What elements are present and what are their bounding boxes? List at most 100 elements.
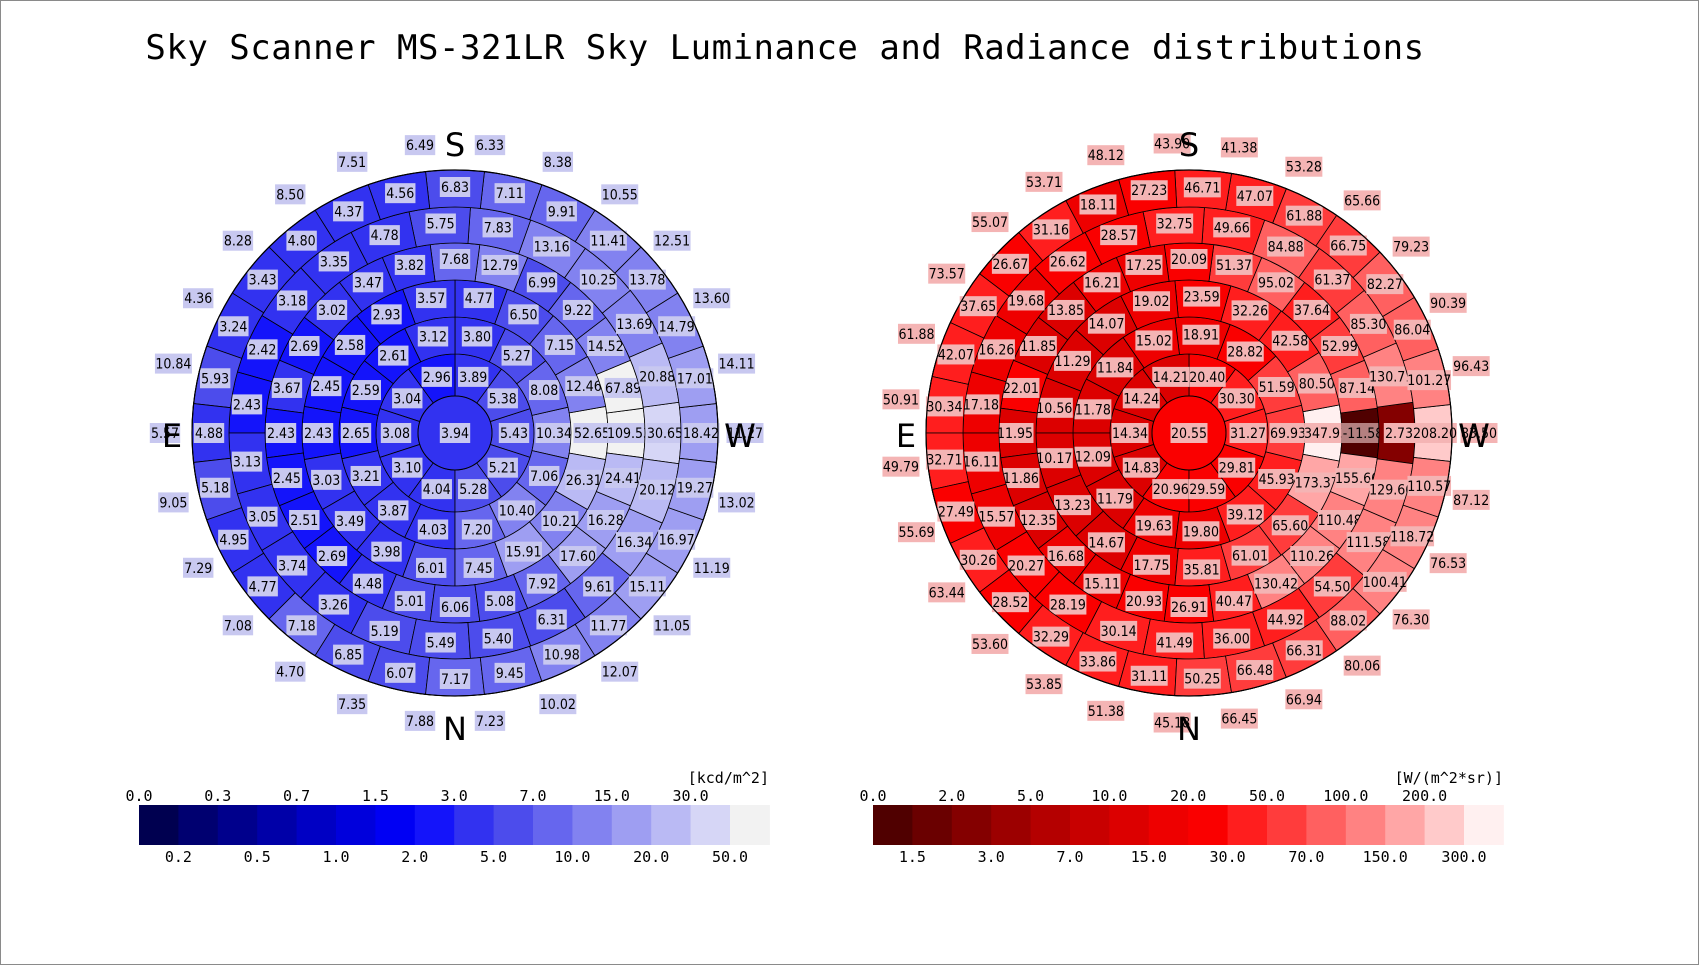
value-label-box xyxy=(1007,555,1045,576)
value-label-box xyxy=(378,345,409,366)
value-label: 11.19 xyxy=(694,561,730,577)
value-label: 2.43 xyxy=(233,397,261,413)
value-label-box xyxy=(463,288,494,309)
value-label: 155.66 xyxy=(1335,471,1379,487)
value-label: 14.52 xyxy=(588,339,624,355)
colorbar-segment xyxy=(1345,805,1386,845)
value-label: 19.02 xyxy=(1133,294,1169,310)
value-label-box xyxy=(498,423,530,443)
value-label-box xyxy=(996,423,1034,443)
colorbar-tick-lower: 1.5 xyxy=(899,848,926,866)
value-label-box xyxy=(425,632,456,653)
value-label: 110.26 xyxy=(1290,549,1334,565)
value-label: 3.49 xyxy=(336,514,364,530)
value-label: 3.80 xyxy=(463,329,491,345)
value-label-box xyxy=(316,546,348,567)
value-label: 11.77 xyxy=(590,618,626,634)
value-label-box xyxy=(1285,640,1323,661)
value-label-box xyxy=(1125,591,1163,612)
value-label: 63.44 xyxy=(929,585,965,601)
value-label: 79.23 xyxy=(1393,240,1429,256)
colorbar-tick-lower: 5.0 xyxy=(480,848,507,866)
value-label-box xyxy=(474,710,506,731)
value-label: 2.61 xyxy=(379,349,407,365)
value-label-box xyxy=(882,389,920,410)
value-label-box xyxy=(416,557,447,578)
value-label: 12.07 xyxy=(602,665,638,681)
value-label-box xyxy=(1231,545,1269,566)
value-label-box xyxy=(458,366,489,387)
value-label: 109.53 xyxy=(607,426,651,442)
colorbar-tick-upper: 2.0 xyxy=(938,787,965,805)
value-label-box xyxy=(218,529,249,550)
value-label: 9.05 xyxy=(159,495,187,511)
colorbar-segment xyxy=(1306,805,1347,845)
value-label-box xyxy=(962,451,1000,472)
value-label-box xyxy=(1218,388,1256,409)
colorbar-tick-upper: 0.0 xyxy=(859,787,886,805)
colorbar-segment xyxy=(951,805,992,845)
value-label: 87.12 xyxy=(1453,493,1489,509)
value-label: 7.17 xyxy=(441,672,469,688)
value-label: 3.08 xyxy=(382,426,410,442)
value-label-box xyxy=(392,457,423,478)
value-label-box xyxy=(928,582,966,603)
value-label-box xyxy=(1220,708,1258,729)
value-label: 110.57 xyxy=(1407,479,1451,495)
value-label: 30.34 xyxy=(926,399,962,415)
value-label: 10.34 xyxy=(536,426,572,442)
value-label-box xyxy=(1170,249,1208,269)
value-label: 5.57 xyxy=(151,426,179,442)
value-label: 10.56 xyxy=(1036,401,1072,417)
value-label: 5.08 xyxy=(486,594,514,610)
value-label: 30.30 xyxy=(1219,391,1255,407)
value-label: 4.03 xyxy=(419,523,447,539)
value-label: 4.77 xyxy=(249,579,277,595)
value-label-box xyxy=(482,628,513,649)
zenith-label-box xyxy=(439,423,471,443)
value-label-box xyxy=(977,506,1015,527)
value-label-box xyxy=(394,254,426,275)
value-label: 20.12 xyxy=(639,483,675,499)
compass-west: W xyxy=(1458,417,1490,455)
value-label-box xyxy=(199,477,231,498)
value-label-box xyxy=(1188,479,1226,500)
value-label: 50.25 xyxy=(1184,672,1220,688)
value-label-box xyxy=(333,201,364,222)
value-label: 7.29 xyxy=(184,561,212,577)
value-label: 95.02 xyxy=(1258,275,1294,291)
value-label-box xyxy=(1452,356,1490,377)
value-label: 15.57 xyxy=(978,510,1014,526)
compass-south: S xyxy=(445,126,465,164)
value-label: 43.90 xyxy=(1154,136,1190,152)
value-label: 13.78 xyxy=(629,273,665,289)
value-label-box xyxy=(528,380,560,401)
value-label-box xyxy=(1122,457,1160,478)
value-label-box xyxy=(977,339,1015,360)
compass-south: S xyxy=(1179,126,1199,164)
unit-label: [W/(m^2*sr)] xyxy=(1395,769,1503,787)
value-label-box xyxy=(1087,313,1125,334)
colorbar-tick-lower: 70.0 xyxy=(1288,848,1324,866)
value-label: 3.57 xyxy=(417,291,445,307)
value-label-box xyxy=(392,388,423,409)
value-label: 80.50 xyxy=(1299,377,1335,393)
value-label: 37.65 xyxy=(960,299,996,315)
value-label-box xyxy=(1035,397,1073,418)
value-label: 3.24 xyxy=(219,319,247,335)
value-label: 30.26 xyxy=(960,553,996,569)
value-label: 41.49 xyxy=(1157,636,1193,652)
value-label: 6.01 xyxy=(417,561,445,577)
value-label-box xyxy=(1035,448,1073,469)
value-label: 3.35 xyxy=(320,254,348,270)
value-label-box xyxy=(604,377,642,398)
value-label: 2.69 xyxy=(290,339,318,355)
value-label-box xyxy=(463,557,494,578)
value-label-box xyxy=(369,225,400,246)
value-label: 2.69 xyxy=(318,549,346,565)
value-label: 52.65 xyxy=(574,426,610,442)
value-label: 14.34 xyxy=(1112,426,1148,442)
value-label: 5.18 xyxy=(201,481,229,497)
value-label-box xyxy=(1122,388,1160,409)
colorbar-segment xyxy=(1424,805,1465,845)
